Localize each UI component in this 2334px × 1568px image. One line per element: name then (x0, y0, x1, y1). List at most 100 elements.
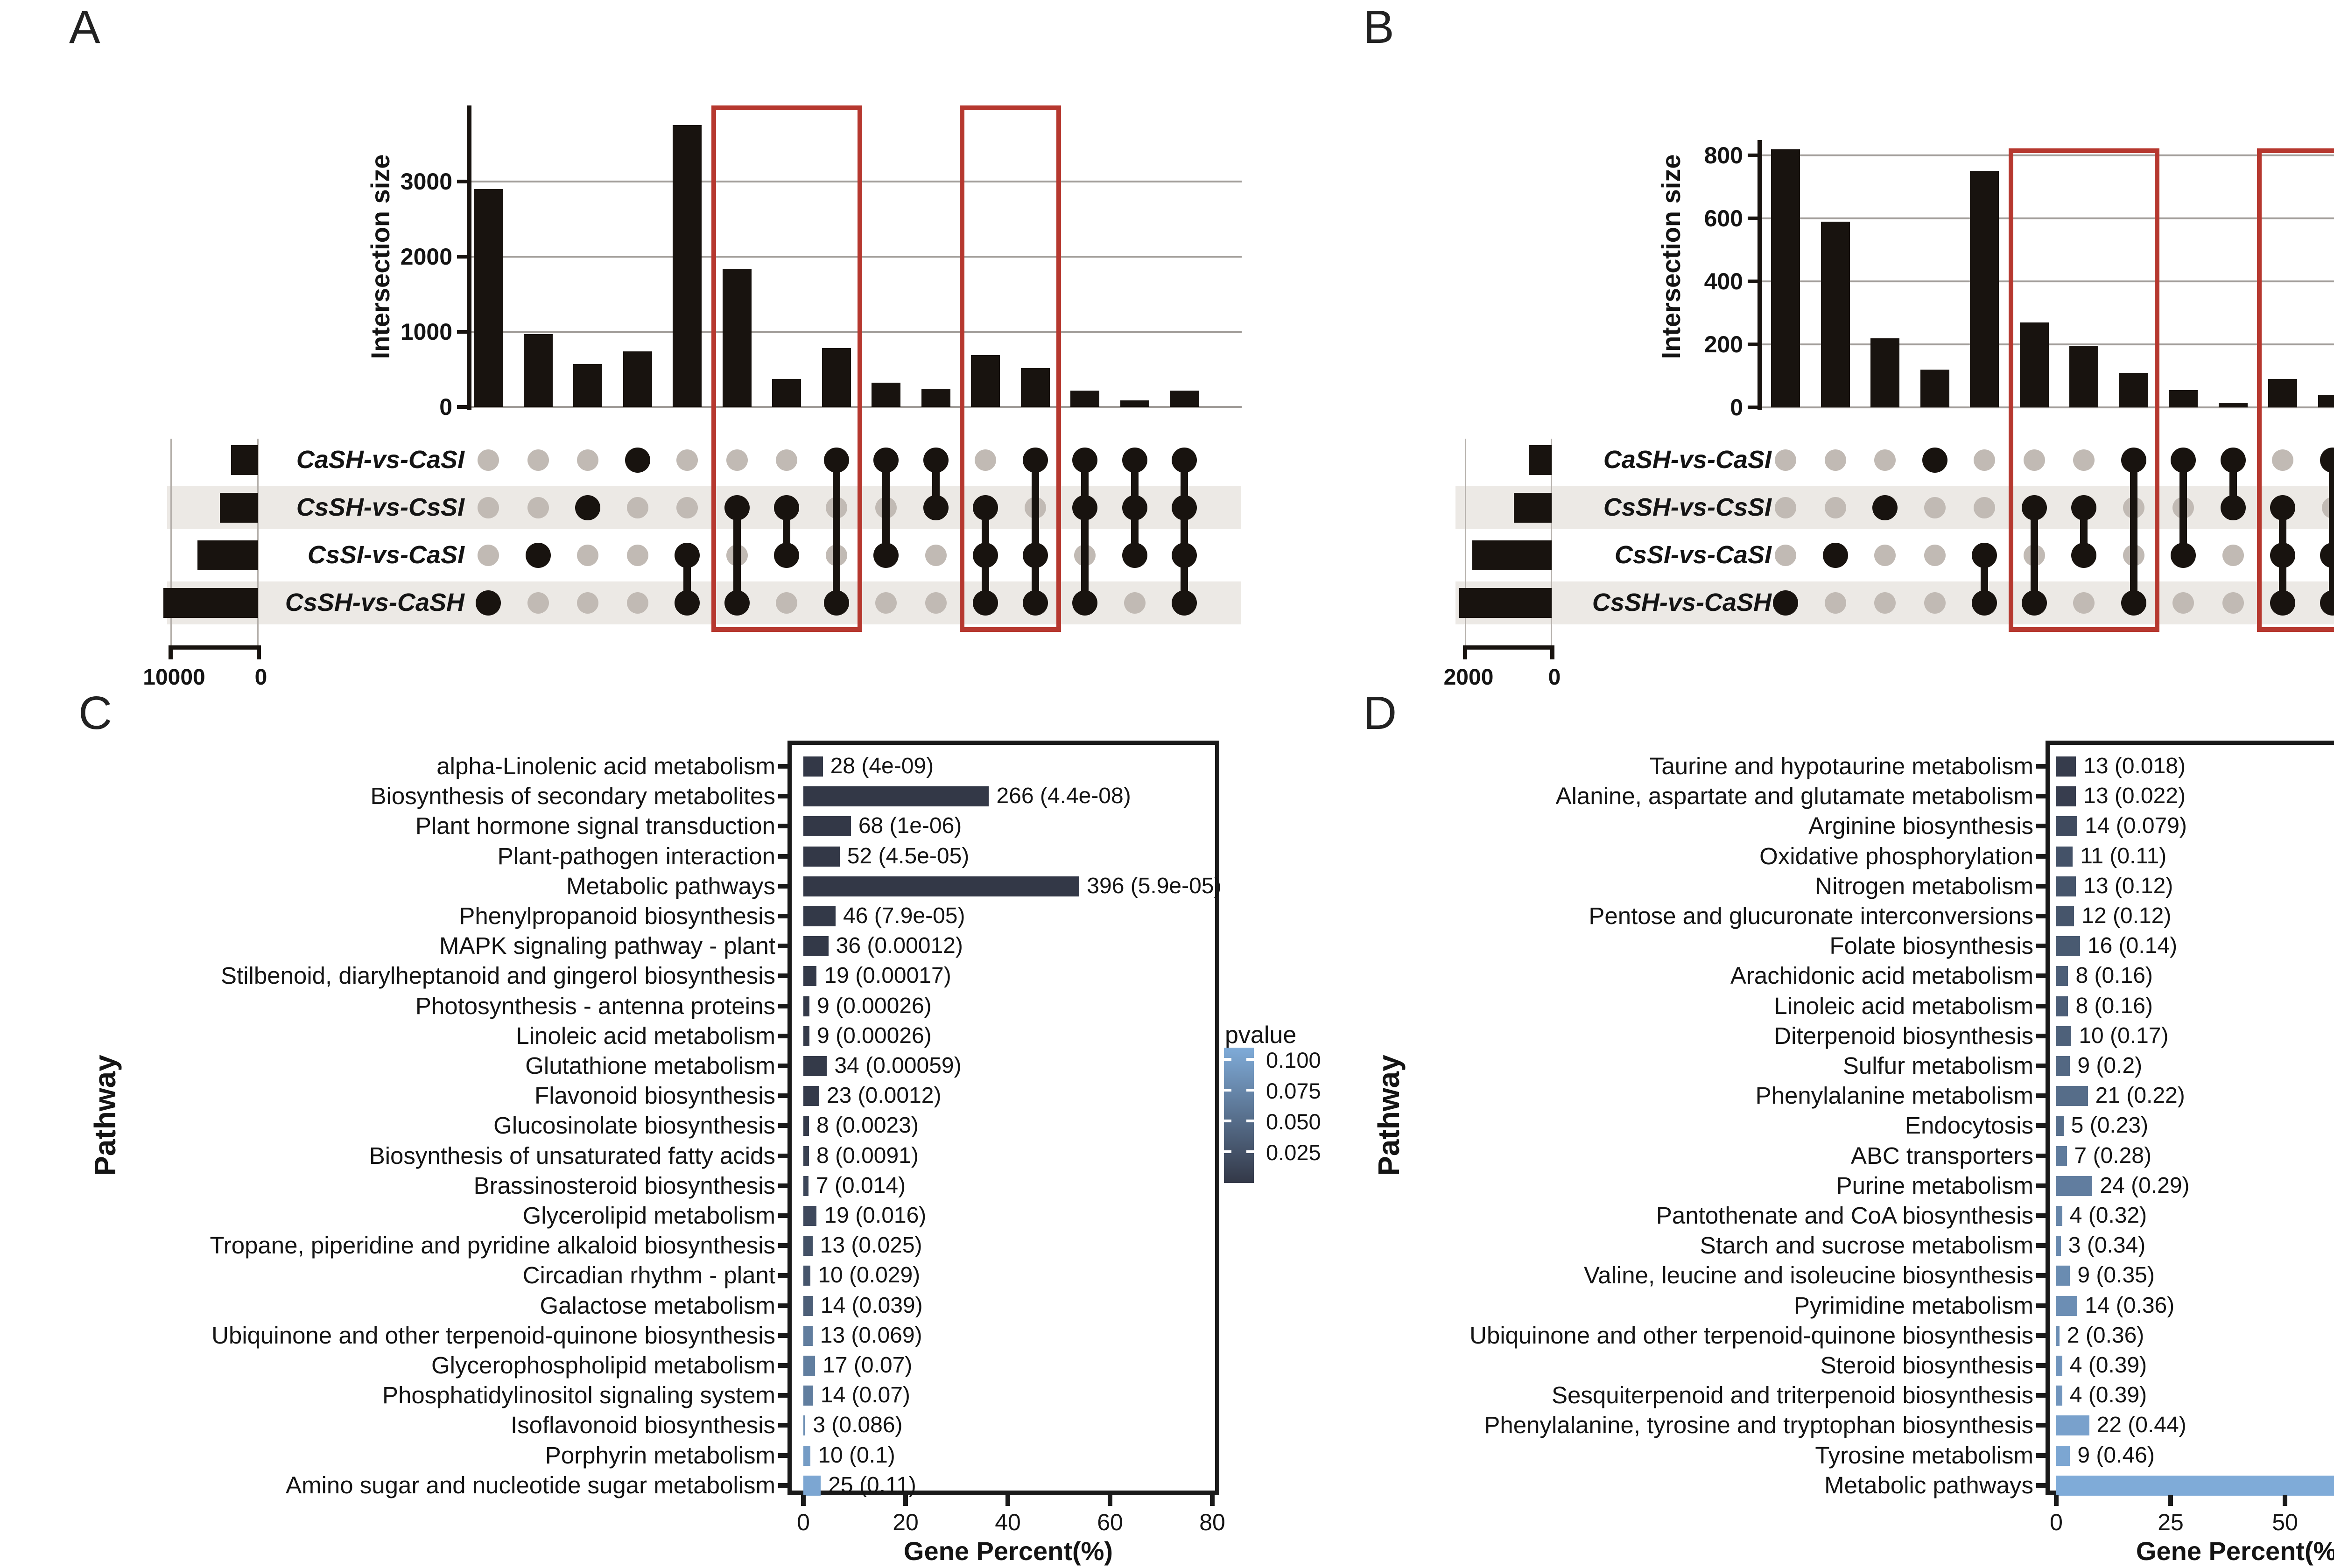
b-dot-empty-c11-r1 (2272, 449, 2293, 471)
b-dot-filled-c9-r1 (2171, 448, 2196, 473)
c-x-tick-80 (1210, 1495, 1215, 1506)
c-pathway-label-11: Glutathione metabolism (525, 1052, 775, 1079)
c-bar-8 (803, 966, 817, 987)
c-x-tick-20 (903, 1495, 908, 1506)
b-y-tick-800 (1748, 154, 1760, 157)
c-bar-13 (803, 1116, 809, 1136)
c-pathway-label-13: Glucosinolate biosynthesis (493, 1112, 775, 1139)
a-dot-filled-c15-r1 (1172, 448, 1197, 473)
b-highlight-box-1 (2008, 148, 2159, 632)
c-legend-tickmark-right-2 (1246, 1089, 1254, 1092)
d-bar-4 (2056, 846, 2073, 867)
c-bar-5 (803, 876, 1080, 896)
c-pathway-label-25: Amino sugar and nucleotide sugar metabol… (286, 1471, 775, 1498)
d-pathway-label-23: Phenylalanine, tyrosine and tryptophan b… (1484, 1412, 2033, 1439)
d-value-label-3: 14 (0.079) (2085, 813, 2187, 839)
c-row-tick-20 (778, 1333, 787, 1338)
d-row-tick-12 (2036, 1093, 2046, 1099)
d-bar-17 (2056, 1236, 2061, 1256)
c-row-tick-23 (778, 1423, 787, 1428)
a-dot-empty-c4-r2 (626, 497, 648, 518)
c-value-label-25: 25 (0.11) (828, 1472, 916, 1498)
a-dot-empty-c1-r1 (478, 449, 499, 471)
a-set-size-bar-4 (163, 588, 258, 618)
b-dot-filled-c8-r4 (2121, 590, 2146, 616)
c-pathway-label-4: Plant-pathogen interaction (497, 842, 775, 869)
c-bar-7 (803, 936, 829, 957)
d-bar-8 (2056, 966, 2068, 987)
c-row-tick-17 (778, 1243, 787, 1248)
d-bar-13 (2056, 1116, 2064, 1136)
c-legend-tick-label-3: 0.050 (1266, 1109, 1321, 1134)
c-row-tick-16 (778, 1213, 787, 1218)
b-y-tick-400 (1748, 280, 1760, 283)
c-value-label-13: 8 (0.0023) (816, 1113, 919, 1138)
c-legend-tickmark-right-4 (1246, 1150, 1254, 1153)
a-row-stripe-1 (167, 486, 1241, 529)
a-dot-filled-c8-r4 (823, 590, 849, 616)
b-gridline-800 (1760, 154, 2334, 156)
c-x-tick-label-40: 40 (995, 1509, 1021, 1535)
c-value-label-6: 46 (7.9e-05) (843, 903, 965, 928)
c-pathway-label-7: MAPK signaling pathway - plant (439, 932, 775, 959)
d-bar-20 (2056, 1325, 2060, 1346)
c-value-label-21: 17 (0.07) (823, 1353, 913, 1378)
c-value-label-1: 28 (4e-09) (830, 754, 934, 778)
d-pathway-label-25: Metabolic pathways (1824, 1471, 2033, 1498)
c-row-tick-3 (778, 824, 787, 829)
b-intersection-bar-9 (2169, 390, 2198, 407)
d-value-label-5: 13 (0.12) (2083, 873, 2173, 898)
c-row-tick-6 (778, 914, 787, 918)
c-row-tick-1 (778, 764, 787, 769)
b-dot-filled-c2-r3 (1822, 543, 1848, 568)
d-value-label-19: 14 (0.36) (2085, 1293, 2175, 1318)
b-set-label-3: CsSI-vs-CaSI (1614, 541, 1772, 569)
a-dot-filled-c15-r4 (1172, 590, 1197, 616)
b-y-axis-line (1758, 140, 1762, 410)
b-intersection-bar-1 (1771, 149, 1800, 407)
c-pathway-label-15: Brassinosteroid biosynthesis (473, 1172, 775, 1199)
c-row-tick-11 (778, 1064, 787, 1068)
c-row-tick-10 (778, 1033, 787, 1038)
b-dot-empty-c1-r2 (1775, 497, 1796, 518)
panel-c-legend-title: pvalue (1225, 1022, 1297, 1049)
c-legend-tickmark-left-4 (1224, 1150, 1231, 1153)
c-row-tick-7 (778, 944, 787, 949)
a-dot-empty-c4-r4 (626, 592, 648, 614)
c-bar-6 (803, 906, 836, 926)
c-x-tick-label-0: 0 (797, 1509, 810, 1535)
c-pathway-label-12: Flavonoid biosynthesis (534, 1082, 775, 1109)
d-pathway-label-22: Sesquiterpenoid and triterpenoid biosynt… (1551, 1382, 2033, 1409)
a-link-c15 (1181, 460, 1188, 603)
d-row-tick-6 (2036, 914, 2046, 918)
d-value-label-6: 12 (0.12) (2081, 903, 2172, 928)
d-value-label-12: 21 (0.22) (2095, 1083, 2185, 1108)
d-pathway-label-1: Taurine and hypotaurine metabolism (1649, 753, 2033, 779)
b-dot-empty-c1-r3 (1775, 545, 1796, 566)
c-row-tick-9 (778, 1003, 787, 1008)
a-dot-filled-c1-r4 (476, 590, 501, 616)
a-set-axis-line (169, 645, 261, 650)
b-dot-filled-c7-r3 (2071, 543, 2096, 568)
a-intersection-bar-9 (872, 383, 900, 407)
a-intersection-bar-13 (1070, 390, 1099, 407)
b-dot-filled-c11-r4 (2270, 590, 2295, 616)
a-dot-empty-c11-r1 (975, 449, 996, 471)
a-set-label-3: CsSI-vs-CaSI (307, 541, 464, 569)
b-set-label-1: CaSH-vs-CaSI (1603, 446, 1772, 474)
a-intersection-bar-2 (523, 334, 553, 407)
d-pathway-label-7: Folate biosynthesis (1829, 932, 2033, 959)
a-y-tick-1000 (457, 330, 469, 334)
b-y-tick-200 (1748, 343, 1760, 346)
c-bar-9 (803, 996, 810, 1016)
b-intersection-bar-10 (2218, 402, 2248, 407)
c-legend-tick-label-2: 0.075 (1266, 1078, 1321, 1103)
a-dot-empty-c3-r4 (577, 592, 598, 614)
a-intersection-bar-4 (623, 351, 652, 407)
d-pathway-label-11: Sulfur metabolism (1842, 1052, 2033, 1079)
panel-d-y-axis-title: Pathway (1372, 1055, 1406, 1176)
d-value-label-15: 24 (0.29) (2100, 1173, 2190, 1198)
c-value-label-20: 13 (0.069) (820, 1323, 922, 1348)
d-bar-14 (2056, 1146, 2067, 1166)
